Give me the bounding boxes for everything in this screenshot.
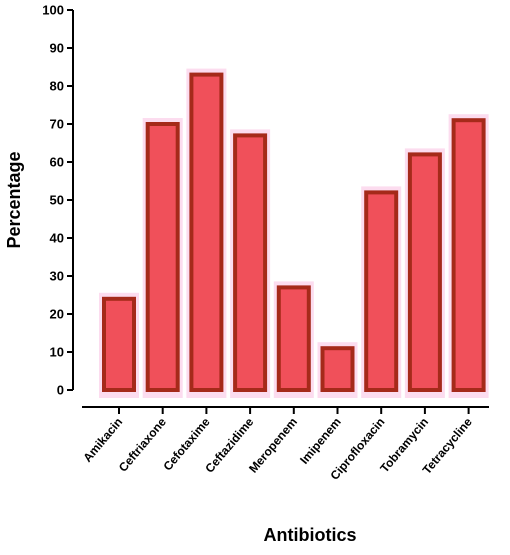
y-tick-label: 20	[50, 307, 64, 322]
y-tick-label: 100	[42, 3, 64, 18]
y-tick-label: 60	[50, 155, 64, 170]
y-tick-label: 90	[50, 41, 64, 56]
bar	[189, 72, 224, 392]
bars-layer	[102, 72, 486, 393]
y-tick-label: 10	[50, 345, 64, 360]
bar	[364, 190, 399, 392]
x-axis-title: Antibiotics	[264, 525, 357, 545]
y-tick-label: 0	[57, 383, 64, 398]
bar	[276, 285, 311, 392]
y-tick-label: 40	[50, 231, 64, 246]
y-axis-title: Percentage	[4, 151, 24, 248]
bar	[102, 296, 136, 392]
bar	[451, 118, 486, 392]
y-tick-label: 30	[50, 269, 64, 284]
x-tick-label: Imipenem	[297, 415, 344, 467]
y-tick-label: 80	[50, 79, 64, 94]
y-tick-label: 50	[50, 193, 64, 208]
bar	[320, 346, 355, 393]
bar	[407, 152, 442, 392]
bar	[145, 122, 180, 392]
y-tick-label: 70	[50, 117, 64, 132]
x-tick-label: Amikacin	[80, 415, 125, 465]
bar	[233, 133, 268, 392]
